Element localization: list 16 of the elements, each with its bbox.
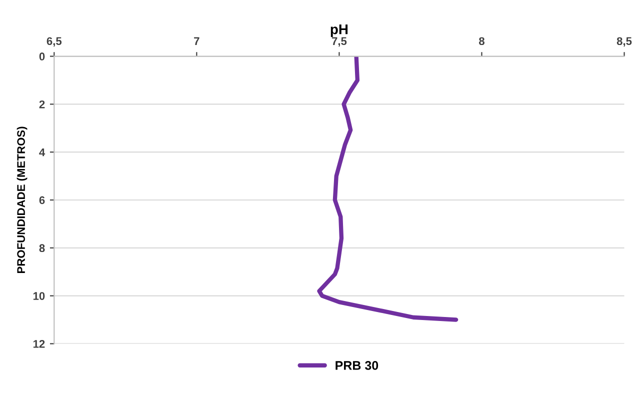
x-tick-label: 7,5 xyxy=(332,37,347,47)
y-tick-label: 8 xyxy=(39,244,45,252)
x-tick-label: 8 xyxy=(478,37,484,46)
x-tick-label: 7 xyxy=(194,37,200,45)
y-tick-label: 10 xyxy=(33,292,45,300)
x-tick-label: 6,5 xyxy=(46,37,62,47)
y-tick-label: 12 xyxy=(33,340,45,348)
y-axis-title: PROFUNDIDADE (METROS) xyxy=(16,126,28,274)
x-axis-title: pH xyxy=(330,24,348,37)
line-series xyxy=(317,56,458,322)
y-tick-label: 0 xyxy=(39,52,45,60)
y-tick-label: 6 xyxy=(39,196,45,204)
legend-label: PRB 30 xyxy=(336,361,378,370)
x-tick-label: 8,5 xyxy=(616,37,632,47)
y-tick-label: 4 xyxy=(39,148,46,156)
y-tick-label: 2 xyxy=(39,100,45,108)
